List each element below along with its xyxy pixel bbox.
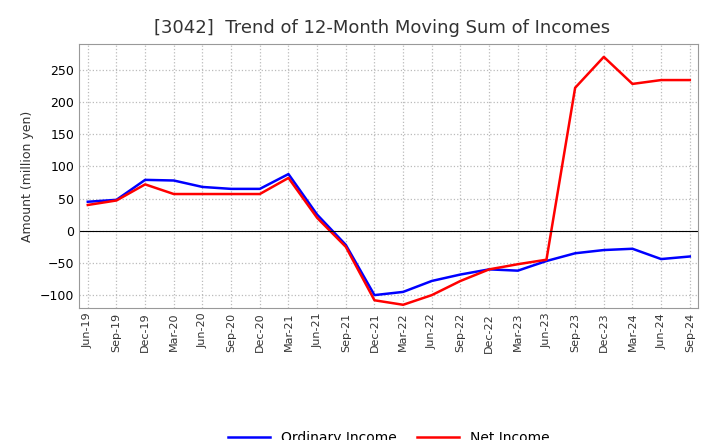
Ordinary Income <box>428 279 436 284</box>
Ordinary Income <box>456 272 465 277</box>
Ordinary Income <box>227 186 235 191</box>
Net Income <box>571 85 580 91</box>
Net Income <box>485 267 493 272</box>
Ordinary Income <box>600 247 608 253</box>
Line: Ordinary Income: Ordinary Income <box>88 174 690 295</box>
Ordinary Income <box>542 258 551 264</box>
Net Income <box>169 191 178 197</box>
Net Income <box>84 202 92 208</box>
Ordinary Income <box>485 267 493 272</box>
Net Income <box>198 191 207 197</box>
Net Income <box>141 182 150 187</box>
Ordinary Income <box>141 177 150 183</box>
Ordinary Income <box>312 212 321 217</box>
Net Income <box>256 191 264 197</box>
Ordinary Income <box>571 251 580 256</box>
Ordinary Income <box>628 246 636 251</box>
Net Income <box>513 261 522 267</box>
Net Income <box>112 198 121 203</box>
Ordinary Income <box>198 184 207 190</box>
Ordinary Income <box>84 199 92 205</box>
Net Income <box>542 257 551 262</box>
Net Income <box>341 244 350 249</box>
Legend: Ordinary Income, Net Income: Ordinary Income, Net Income <box>222 426 555 440</box>
Net Income <box>685 77 694 83</box>
Net Income <box>628 81 636 87</box>
Net Income <box>399 302 408 308</box>
Net Income <box>600 54 608 59</box>
Ordinary Income <box>685 254 694 259</box>
Ordinary Income <box>112 197 121 202</box>
Ordinary Income <box>169 178 178 183</box>
Ordinary Income <box>256 186 264 191</box>
Ordinary Income <box>513 268 522 273</box>
Net Income <box>284 175 293 180</box>
Ordinary Income <box>284 172 293 177</box>
Net Income <box>456 279 465 284</box>
Ordinary Income <box>370 293 379 298</box>
Net Income <box>370 297 379 303</box>
Net Income <box>657 77 665 83</box>
Ordinary Income <box>399 289 408 294</box>
Ordinary Income <box>341 242 350 248</box>
Y-axis label: Amount (million yen): Amount (million yen) <box>22 110 35 242</box>
Net Income <box>428 293 436 298</box>
Line: Net Income: Net Income <box>88 57 690 305</box>
Text: [3042]  Trend of 12-Month Moving Sum of Incomes: [3042] Trend of 12-Month Moving Sum of I… <box>153 19 610 37</box>
Net Income <box>227 191 235 197</box>
Ordinary Income <box>657 257 665 262</box>
Net Income <box>312 215 321 220</box>
